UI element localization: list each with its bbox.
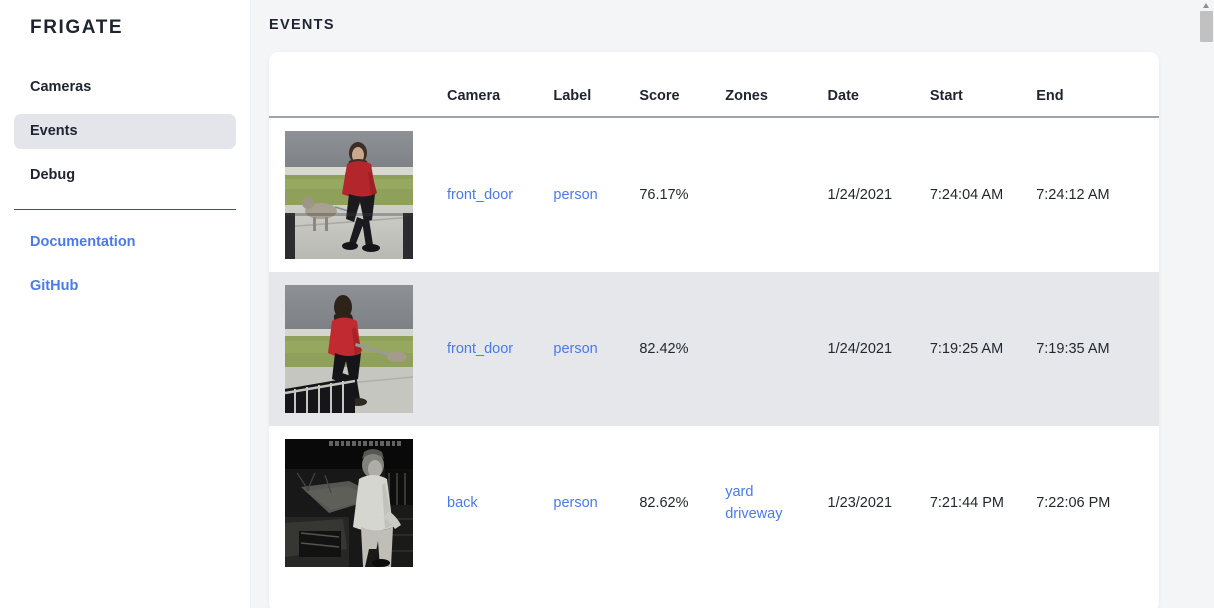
column-header-date: Date [827, 88, 859, 104]
event-camera-cell: front_door [447, 117, 553, 272]
sidebar-item-cameras[interactable]: Cameras [30, 79, 92, 95]
column-header-start: Start [929, 88, 963, 104]
main-content: EVENTS Camera Label Score Zones Date Sta… [251, 0, 1214, 608]
column-header-score: Score [639, 88, 680, 104]
event-thumbnail-daytime-dog-walker[interactable] [285, 131, 413, 259]
event-start: 7:21:44 PM [929, 495, 1004, 511]
event-thumbnail-night-infrared-person[interactable] [285, 439, 413, 567]
label-link[interactable]: person [553, 495, 598, 511]
sidebar-link-documentation[interactable]: Documentation [30, 234, 136, 250]
events-card: Camera Label Score Zones Date Start End [269, 52, 1159, 608]
event-end: 7:19:35 AM [1036, 341, 1110, 357]
camera-link[interactable]: back [447, 495, 478, 511]
event-start: 7:19:25 AM [929, 341, 1004, 357]
zone-link-yard[interactable]: yard [725, 483, 754, 500]
event-end: 7:24:12 AM [1036, 187, 1110, 203]
label-link[interactable]: person [553, 341, 598, 357]
event-zones-cell [725, 117, 827, 272]
chevron-up-icon [1203, 3, 1209, 8]
page-title: EVENTS [269, 17, 335, 33]
column-header-label: Label [553, 88, 592, 104]
sidebar-link-github[interactable]: GitHub [30, 278, 79, 294]
column-header-thumbnail [269, 52, 447, 117]
camera-link[interactable]: front_door [447, 341, 514, 357]
label-link[interactable]: person [553, 187, 598, 203]
column-header-zones: Zones [725, 88, 768, 104]
scrollbar-up-arrow-button[interactable] [1199, 1, 1214, 11]
app-brand-title: FRIGATE [30, 17, 124, 38]
scrollbar-thumb[interactable] [1200, 11, 1213, 42]
camera-link[interactable]: front_door [447, 187, 514, 203]
column-header-end: End [1036, 88, 1064, 104]
event-thumbnail-cell [269, 272, 447, 426]
event-zones-cell: yard driveway [725, 426, 827, 580]
sidebar-item-debug[interactable]: Debug [30, 167, 76, 183]
timestamp-overlay-pixels [329, 441, 401, 446]
zone-link-driveway[interactable]: driveway [725, 506, 783, 522]
events-header-row: Camera Label Score Zones Date Start End [269, 52, 1159, 117]
event-thumbnail-cell [269, 426, 447, 580]
zone-list: yard driveway [725, 481, 827, 526]
sidebar-nav: Cameras Events Debug Documentation GitHu… [14, 70, 236, 301]
event-score: 76.17% [639, 187, 689, 203]
event-zones-cell [725, 272, 827, 426]
event-label-cell: person [553, 117, 639, 272]
event-camera-cell: back [447, 426, 553, 580]
event-end: 7:22:06 PM [1036, 495, 1111, 511]
event-camera-cell: front_door [447, 272, 553, 426]
sidebar-divider [14, 209, 236, 210]
table-row[interactable]: back person 82.62% yard driveway 1/23/20… [269, 426, 1159, 580]
event-start: 7:24:04 AM [929, 187, 1004, 203]
event-thumbnail-daytime-leash-walker[interactable] [285, 285, 413, 413]
event-date: 1/24/2021 [827, 187, 893, 203]
column-header-camera: Camera [447, 88, 501, 104]
events-table-body: front_door person 76.17% 1/24/2021 7:24:… [269, 117, 1159, 580]
events-table-head: Camera Label Score Zones Date Start End [269, 52, 1159, 117]
event-score: 82.42% [639, 341, 689, 357]
event-label-cell: person [553, 272, 639, 426]
table-row[interactable]: front_door person 76.17% 1/24/2021 7:24:… [269, 117, 1159, 272]
event-date: 1/23/2021 [827, 495, 893, 511]
table-row[interactable]: front_door person 82.42% 1/24/2021 7:19:… [269, 272, 1159, 426]
event-thumbnail-cell [269, 117, 447, 272]
sidebar-item-events[interactable]: Events [14, 114, 236, 149]
event-score: 82.62% [639, 495, 689, 511]
sidebar: FRIGATE Cameras Events Debug Documentati… [0, 0, 251, 608]
event-date: 1/24/2021 [827, 341, 893, 357]
events-table: Camera Label Score Zones Date Start End [269, 52, 1159, 580]
event-label-cell: person [553, 426, 639, 580]
page-scrollbar[interactable] [1199, 0, 1214, 608]
